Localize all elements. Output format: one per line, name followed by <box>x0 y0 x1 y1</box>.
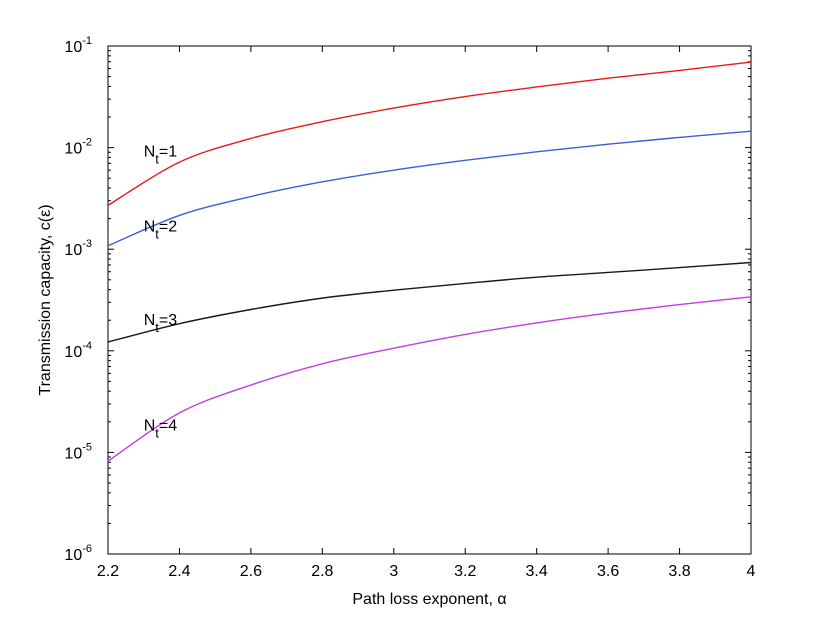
x-tick-label: 2.8 <box>311 563 333 580</box>
x-axis-label: Path loss exponent, α <box>352 591 506 608</box>
x-tick-label: 2.4 <box>168 563 190 580</box>
ticks: 2.2 2.4 2.6 2.8 3 3.2 3.4 3.6 3.8 4 10-6 10-5 10-4 10… <box>64 35 755 580</box>
y-tick-label: 10-4 <box>64 340 92 361</box>
x-tick-label: 4 <box>747 563 756 580</box>
x-tick-label: 3.4 <box>526 563 548 580</box>
x-tick-label: 3.2 <box>454 563 476 580</box>
plot-area <box>107 45 752 555</box>
series-group <box>107 61 752 462</box>
y-tick-label: 10-2 <box>64 137 92 158</box>
curve-label-3: Nt=3 <box>144 312 178 335</box>
y-tick-label: 10-5 <box>64 441 92 462</box>
y-tick-label: 10-6 <box>64 543 92 564</box>
x-tick-label: 3.8 <box>668 563 690 580</box>
curve-label-1: Nt=1 <box>144 143 178 166</box>
curve-label-4: Nt=4 <box>144 417 178 440</box>
x-tick-label: 2.2 <box>97 563 119 580</box>
x-tick-label: 3.6 <box>597 563 619 580</box>
curve-label-2: Nt=2 <box>144 218 178 241</box>
series-line-3 <box>107 261 752 343</box>
y-tick-label: 10-3 <box>64 238 92 259</box>
curve-labels: Nt=1 Nt=2 Nt=3 Nt=4 <box>144 143 178 440</box>
x-tick-label: 3 <box>389 563 398 580</box>
y-tick-label: 10-1 <box>64 35 92 56</box>
series-line-2 <box>107 130 752 247</box>
x-tick-label: 2.6 <box>240 563 262 580</box>
series-line-1 <box>107 61 752 206</box>
y-axis-label: Transmission capacity, c(ε) <box>37 204 54 395</box>
series-line-4 <box>107 296 752 462</box>
